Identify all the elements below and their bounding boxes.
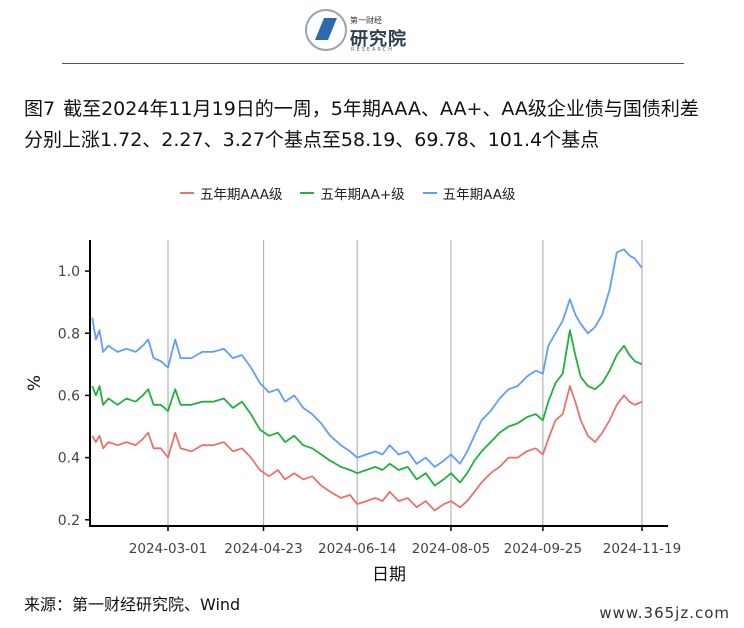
series-line-1 bbox=[91, 385, 643, 512]
x-axis-title: 日期 bbox=[372, 565, 406, 585]
x-tick-label: 2024-03-01 bbox=[129, 541, 207, 557]
legend-label: 五年期AA级 bbox=[442, 187, 516, 203]
x-tick-label: 2024-11-19 bbox=[603, 541, 681, 557]
logo: 第一财经 研究院 RESEARCH bbox=[304, 8, 414, 56]
x-tick-label: 2024-09-25 bbox=[504, 541, 582, 557]
x-tick-label: 2024-06-14 bbox=[318, 541, 396, 557]
y-tick-label: 0.8 bbox=[58, 326, 80, 342]
y-tick-label: 0.2 bbox=[58, 513, 80, 529]
series-line-3 bbox=[91, 248, 643, 468]
figure-title: 图7 截至2024年11月19日的一周，5年期AAA、AA+、AA级企业债与国债利… bbox=[24, 94, 704, 156]
x-tick-label: 2024-08-05 bbox=[412, 541, 490, 557]
legend-swatch bbox=[180, 192, 194, 194]
source-note: 来源：第一财经研究院、Wind bbox=[24, 595, 241, 614]
y-axis-title: % bbox=[25, 375, 45, 391]
legend-item-3: 五年期AA级 bbox=[422, 183, 516, 203]
series-line-2 bbox=[91, 329, 643, 487]
header-rule bbox=[62, 63, 684, 64]
logo-main-text: 研究院 bbox=[350, 29, 407, 50]
logo-mark-icon bbox=[305, 9, 347, 51]
legend-label: 五年期AA+级 bbox=[320, 187, 405, 203]
legend-swatch bbox=[422, 192, 437, 194]
figure-title-text: 截至2024年11月19日的一周，5年期AAA、AA+、AA级企业债与国债利差分… bbox=[24, 98, 699, 151]
x-tick-label: 2024-04-23 bbox=[224, 541, 302, 557]
y-tick-label: 0.6 bbox=[58, 388, 80, 404]
legend-label: 五年期AAA级 bbox=[200, 187, 283, 203]
logo-top-text: 第一财经 bbox=[350, 16, 382, 25]
legend-swatch bbox=[300, 192, 315, 194]
chart-legend: 五年期AAA级 五年期AA+级 五年期AA级 bbox=[180, 183, 534, 203]
figure-number: 图7 bbox=[24, 98, 56, 120]
y-tick-label: 0.4 bbox=[58, 451, 80, 467]
legend-item-2: 五年期AA+级 bbox=[300, 183, 405, 203]
legend-item-1: 五年期AAA级 bbox=[180, 183, 282, 203]
y-tick-label: 1.0 bbox=[58, 264, 80, 280]
watermark: www.365jz.com bbox=[599, 604, 730, 622]
logo-sub-text: RESEARCH bbox=[351, 47, 394, 53]
